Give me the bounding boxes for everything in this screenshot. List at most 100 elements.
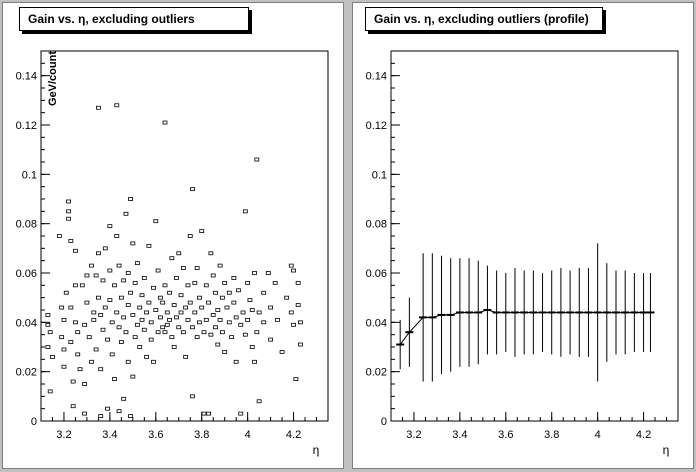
right-title: Gain vs. η, excluding outliers (profile) <box>365 7 603 31</box>
scatter-point <box>208 251 214 256</box>
scatter-point <box>180 266 186 270</box>
scatter-point <box>217 263 223 268</box>
left-pad: Gain vs. η, excluding outliers 0 0.02 0.04… <box>2 2 344 469</box>
scatter-point <box>192 280 198 285</box>
scatter-point <box>77 367 83 372</box>
scatter-point <box>275 317 280 322</box>
scatter-point <box>298 342 303 347</box>
y-tick-label: 0.04 <box>16 317 37 329</box>
scatter-point <box>121 396 127 401</box>
scatter-point <box>206 300 212 305</box>
scatter-point <box>284 295 290 300</box>
scatter-point <box>125 271 131 275</box>
scatter-point <box>238 411 244 416</box>
scatter-point <box>231 300 237 305</box>
scatter-point <box>203 317 209 322</box>
scatter-point <box>73 283 78 288</box>
scatter-point <box>176 325 182 330</box>
scatter-point <box>279 350 285 354</box>
scatter-point <box>249 345 255 349</box>
scatter-point <box>249 308 255 312</box>
scatter-point <box>295 303 301 307</box>
scatter-point <box>160 325 166 330</box>
scatter-point <box>112 377 117 381</box>
scatter-point <box>59 305 65 310</box>
scatter-point <box>176 251 182 256</box>
scatter-point <box>45 313 51 317</box>
scatter-point <box>114 103 120 108</box>
y-tick-label: 0.14 <box>16 71 37 83</box>
scatter-point <box>183 354 189 359</box>
scatter-point <box>89 359 94 364</box>
scatter-point <box>50 354 55 359</box>
scatter-point <box>68 340 74 344</box>
y-tick-label: 0.02 <box>366 367 387 379</box>
scatter-point <box>59 335 65 340</box>
scatter-point <box>252 359 257 364</box>
scatter-point <box>89 263 94 268</box>
scatter-point <box>125 359 131 364</box>
scatter-point <box>162 120 168 125</box>
scatter-point <box>109 352 115 357</box>
scatter-point <box>114 310 120 315</box>
scatter-point <box>118 295 124 300</box>
scatter-point <box>203 283 209 288</box>
y-tick-label: 0.02 <box>16 367 37 379</box>
scatter-point <box>224 305 230 310</box>
plot-frame <box>40 50 329 422</box>
scatter-point <box>192 310 198 315</box>
scatter-point <box>229 335 234 340</box>
scatter-point <box>45 322 51 327</box>
scatter-point <box>226 290 232 295</box>
scatter-point <box>116 409 122 414</box>
scatter-point <box>162 283 168 288</box>
scatter-point <box>82 382 88 386</box>
scatter-point <box>208 332 214 337</box>
scatter-point <box>61 347 67 352</box>
scatter-point <box>174 315 179 320</box>
scatter-point <box>105 406 110 411</box>
scatter-point <box>135 322 140 327</box>
x-axis-label: η <box>663 443 670 457</box>
scatter-point <box>247 298 253 303</box>
scatter-point <box>164 310 170 315</box>
scatter-point <box>146 300 152 305</box>
scatter-point <box>185 283 191 288</box>
scatter-point <box>293 377 299 381</box>
scatter-point <box>144 354 150 359</box>
scatter-point <box>169 256 175 261</box>
scatter-point <box>252 271 257 275</box>
scatter-point <box>190 187 195 192</box>
scatter-point <box>201 411 207 416</box>
scatter-point <box>236 288 241 293</box>
scatter-point <box>116 325 122 330</box>
scatter-point <box>66 199 71 204</box>
scatter-point <box>226 320 232 325</box>
scatter-point <box>171 345 177 349</box>
scatter-point <box>125 303 131 307</box>
x-tick-label: 3.6 <box>498 429 513 441</box>
scatter-point <box>98 313 104 317</box>
scatter-point <box>79 283 85 288</box>
scatter-point <box>123 211 129 216</box>
scatter-point <box>107 224 113 229</box>
y-tick-label: 0 <box>381 416 387 428</box>
scatter-point <box>151 359 156 364</box>
scatter-point <box>210 273 216 278</box>
scatter-point <box>298 320 303 325</box>
scatter-point <box>144 310 150 315</box>
scatter-point <box>75 330 81 335</box>
scatter-point <box>84 273 90 278</box>
scatter-point <box>63 290 69 295</box>
scatter-point <box>61 317 67 322</box>
y-tick-label: 0.06 <box>366 268 387 280</box>
profile-chart: 0 0.02 0.04 0.06 0.08 0.1 0.12 0.14 3.2 3.4 3.6 3.8… <box>366 50 679 457</box>
scatter-point <box>91 317 97 322</box>
scatter-point <box>256 399 262 404</box>
scatter-point <box>199 305 205 310</box>
scatter-point <box>73 320 78 325</box>
scatter-point <box>141 327 147 332</box>
scatter-point <box>197 320 202 325</box>
scatter-point <box>288 310 294 315</box>
y-tick-label: 0.04 <box>366 317 387 329</box>
